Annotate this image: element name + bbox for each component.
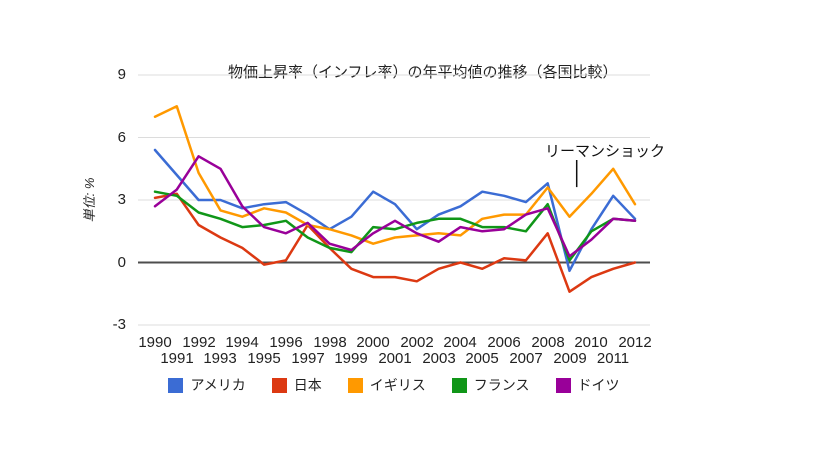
legend-swatch-icon — [555, 377, 571, 393]
legend-swatch-icon — [271, 377, 287, 393]
x-tick-label: 1991 — [160, 350, 194, 367]
x-tick-label: 1990 — [138, 334, 172, 351]
legend-label: イギリス — [369, 377, 426, 393]
legend-label: ドイツ — [577, 377, 620, 393]
legend-label: 日本 — [293, 377, 322, 393]
y-tick-label: 3 — [117, 191, 126, 208]
x-tick-label: 2003 — [422, 350, 456, 367]
x-tick-label: 2011 — [596, 350, 630, 367]
y-tick-label: 9 — [117, 66, 126, 83]
legend-label: フランス — [473, 377, 530, 393]
x-tick-label: 1996 — [269, 334, 303, 351]
y-tick-label: 0 — [117, 254, 126, 271]
x-tick-label: 2010 — [574, 334, 608, 351]
legend-item-0: アメリカ — [168, 375, 246, 395]
x-tick-label: 1992 — [182, 334, 216, 351]
legend-label: アメリカ — [190, 377, 246, 393]
x-tick-label: 1999 — [334, 350, 368, 367]
legend: アメリカ 日本 イギリス フランス ドイツ — [138, 375, 650, 395]
x-tick-label: 2012 — [618, 334, 652, 351]
x-tick-label: 2005 — [465, 350, 499, 367]
legend-item-3: フランス — [451, 375, 530, 395]
series-line-4 — [153, 155, 637, 258]
x-tick-label: 2001 — [378, 350, 412, 367]
x-tick-label: 2007 — [509, 350, 543, 367]
legend-item-4: ドイツ — [555, 375, 620, 395]
x-tick-label: 2002 — [400, 334, 434, 351]
legend-swatch-icon — [347, 377, 363, 393]
x-tick-label: 2009 — [553, 350, 587, 367]
x-tick-label: 1997 — [291, 350, 325, 367]
series-line-0 — [153, 148, 637, 273]
y-tick-label: -3 — [112, 316, 126, 333]
legend-item-2: イギリス — [347, 375, 426, 395]
annotation-label: リーマンショック — [545, 143, 666, 160]
series-line-2 — [153, 105, 637, 245]
x-tick-label: 2000 — [356, 334, 390, 351]
series-line-1 — [153, 192, 637, 293]
x-tick-label: 1994 — [225, 334, 259, 351]
x-tick-label: 1998 — [313, 334, 347, 351]
legend-swatch-icon — [168, 377, 184, 393]
legend-item-1: 日本 — [271, 375, 322, 395]
x-tick-label: 1993 — [203, 350, 237, 367]
x-tick-label: 2004 — [443, 334, 477, 351]
legend-swatch-icon — [451, 377, 467, 393]
chart-title: 物価上昇率（インフレ率）の年平均値の推移（各国比較） — [228, 64, 618, 81]
x-tick-label: 1995 — [247, 350, 281, 367]
x-tick-label: 2008 — [531, 334, 565, 351]
y-tick-label: 6 — [117, 129, 126, 146]
x-tick-label: 2006 — [487, 334, 521, 351]
